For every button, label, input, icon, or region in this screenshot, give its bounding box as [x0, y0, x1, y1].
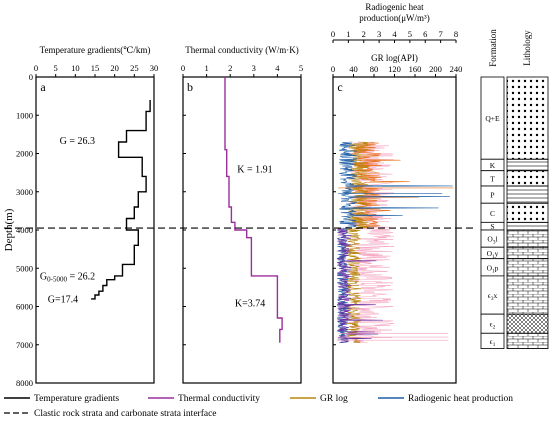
formation-label: Q+E: [485, 114, 500, 123]
panel-b-xtick-label: 3: [252, 63, 256, 73]
panel-a-xtick-label: 20: [110, 63, 119, 73]
panel-titles: Temperature gradients(℃/km) Thermal condu…: [40, 2, 430, 55]
lithology-cell: [506, 258, 549, 277]
lithology-cell: [506, 158, 549, 172]
panel-a-xtick-label: 25: [130, 63, 139, 73]
panel-a-title: Temperature gradients(℃/km): [40, 45, 151, 55]
temperature-gradient-line: [91, 100, 151, 300]
panel-a-annotation: G=17.4: [48, 295, 78, 306]
panel-c-gr-tick-label: 240: [450, 64, 463, 74]
legend-label: Radiogenic heat production: [408, 394, 513, 404]
formation-label: C: [490, 209, 495, 218]
lithology-cell: [506, 229, 549, 248]
panel-c-heat-tick-label: 7: [439, 29, 443, 39]
panel-a-ytick-label: 5000: [16, 263, 33, 273]
panel-a-ytick-label: 8000: [16, 378, 33, 388]
panel-a-annotation: G0-5000 = 26.2: [40, 272, 95, 284]
panel-b-title: Thermal conductivity (W/m·K): [185, 45, 298, 55]
lithology-cell: [506, 76, 549, 160]
panel-a-xtick-label: 30: [150, 63, 159, 73]
panel-a-ytick-label: 2000: [16, 149, 33, 159]
panel-c-heat-tick-label: 4: [392, 29, 397, 39]
panel-a-ytick-label: 6000: [16, 302, 33, 312]
formation-label: ϵ3x: [488, 291, 498, 302]
formation-label: P: [490, 191, 494, 200]
panel-a-ytick-label: 1000: [16, 110, 33, 120]
formation-label: K: [490, 161, 496, 170]
panel-c-label: c: [337, 80, 342, 94]
formation-cell: [480, 332, 505, 349]
panel-a-ytick-label: 0: [29, 72, 33, 82]
lithology-cell: [506, 275, 549, 315]
lithology-cell: [506, 332, 549, 349]
panel-c-heat-tick-label: 8: [454, 29, 458, 39]
formation-label: O1y: [487, 249, 499, 260]
panel-c-gr-tick-label: 160: [409, 64, 422, 74]
legend-label: Thermal conductivity: [178, 394, 260, 404]
panel-b-annotation: K=3.74: [235, 299, 265, 310]
lithology-cell: [506, 170, 549, 187]
panel-a-ytick-label: 3000: [16, 187, 33, 197]
panel-a-xtick-label: 15: [91, 63, 100, 73]
panel-b-conductivity: 0 1 2 3 4 5 b K = 1.91 K=3.74: [181, 63, 303, 384]
panel-b-xtick-label: 1: [204, 63, 208, 73]
panel-c-gr-tick-label: 200: [429, 64, 442, 74]
panel-a-xtick-label: 10: [71, 63, 80, 73]
panel-c-heat-tick-label: 0: [331, 29, 335, 39]
panel-b-xtick-label: 4: [275, 63, 280, 73]
legend-dashed-label: Clastic rock strata and carbonate strata…: [34, 408, 217, 419]
y-axis-label: Depth(m): [3, 208, 15, 251]
panel-c-heat-tick-label: 5: [408, 29, 412, 39]
lithology-cell: [506, 246, 549, 260]
legend-label: GR log: [320, 394, 348, 404]
panel-a-xtick-label: 0: [34, 63, 38, 73]
panel-a-ytick-label: 4000: [16, 225, 33, 235]
panel-b-label: b: [187, 80, 193, 94]
panel-c-heat-gr: 0 40 80 120 160 200 240 GR log(API) 0 1 2 3 4 5 6 7 8 c: [331, 29, 463, 384]
formation-label: S: [490, 222, 494, 231]
panel-c-heat-tick-label: 2: [362, 29, 366, 39]
panel-c-heat-tick-label: 1: [346, 29, 350, 39]
formation-label: O3l: [487, 235, 497, 246]
panel-a-label: a: [40, 80, 46, 94]
panel-b-xtick-label: 0: [181, 63, 185, 73]
lithology-cell: [506, 221, 549, 231]
panel-b-annotation: K = 1.91: [237, 165, 272, 176]
formation-label: ϵ1: [490, 337, 496, 348]
legend-label: Temperature gradients: [34, 394, 119, 404]
thermal-conductivity-line: [224, 77, 283, 343]
formation-label: ϵ2: [490, 320, 496, 331]
panel-c-gr-tick-label: 80: [370, 64, 379, 74]
panel-c-title-line2: production(μW/m³): [359, 13, 430, 23]
panel-b-xtick-label: 5: [299, 63, 303, 73]
panel-a-temperature: 0 5 10 15 20 25 30 0 1000 2000 3000 4000 5000 6000 700…: [3, 63, 158, 388]
formation-label: T: [490, 174, 495, 183]
lithology-cell: [506, 185, 549, 204]
legend: Temperature gradients Thermal conductivit…: [4, 394, 513, 419]
formation-label: O1p: [487, 263, 499, 274]
panel-c-heat-tick-label: 6: [423, 29, 427, 39]
lithology-header: Lithology: [522, 30, 532, 66]
heat-lower-trace: [336, 227, 383, 343]
lithology-cell: [506, 313, 549, 334]
panel-c-gr-tick-label: 120: [388, 64, 401, 74]
panel-c-gr-title: GR log(API): [371, 53, 418, 63]
panel-c-gr-tick-label: 40: [349, 64, 358, 74]
panel-a-annotation: G = 26.3: [60, 136, 95, 147]
panel-c-heat-tick-label: 3: [377, 29, 381, 39]
panel-b-xtick-label: 2: [228, 63, 232, 73]
lithology-cell: [506, 202, 549, 223]
panel-c-gr-tick-label: 0: [331, 64, 335, 74]
panel-a-ytick-label: 7000: [16, 340, 33, 350]
panel-c-title-line1: Radiogenic heat: [365, 2, 424, 12]
formation-header: Formation: [488, 29, 498, 67]
panel-a-xtick-label: 5: [54, 63, 58, 73]
